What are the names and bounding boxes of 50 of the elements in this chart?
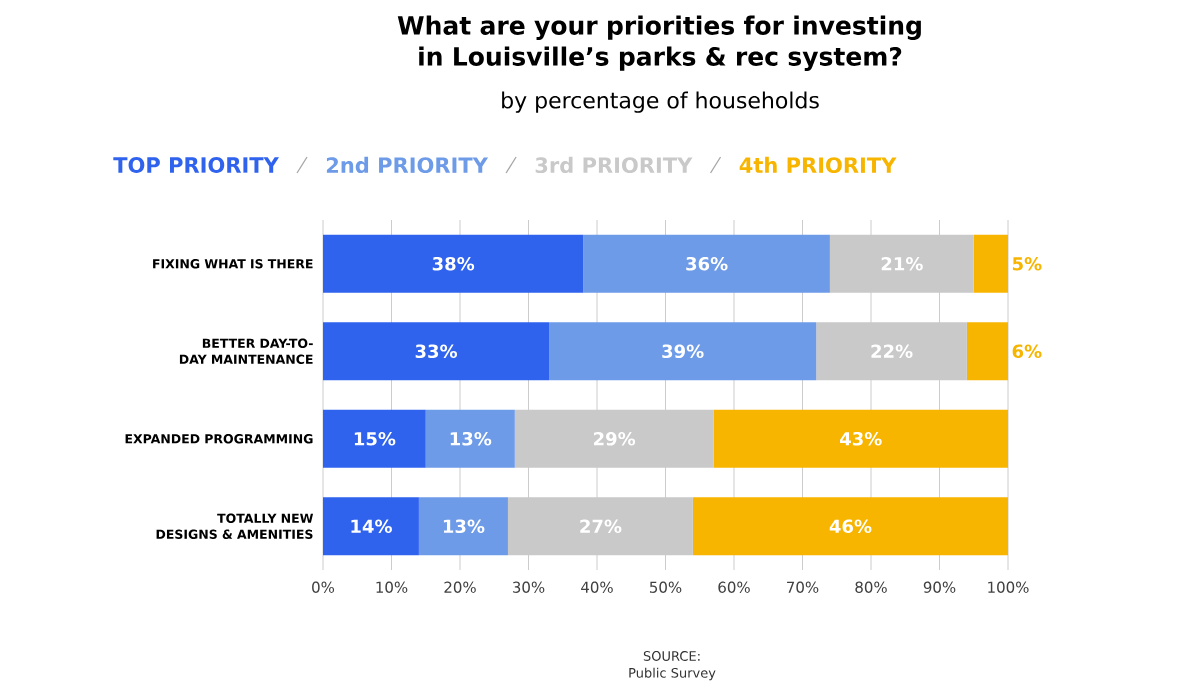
x-tick-label: 50% xyxy=(649,581,682,593)
source-note: SOURCE: xyxy=(643,651,700,661)
y-tick-label: EXPANDED PROGRAMMING xyxy=(125,434,313,444)
bar xyxy=(514,409,714,468)
data-label: 13% xyxy=(450,431,492,446)
text: 4th PRIORITY xyxy=(739,156,897,174)
x-tick-label: 80% xyxy=(855,581,887,593)
bar xyxy=(323,497,419,556)
data-label: 46% xyxy=(829,519,872,534)
x-tick-label: 90% xyxy=(923,581,956,593)
data-label: 38% xyxy=(432,256,475,271)
bar xyxy=(418,497,508,556)
chart-subtitle: by percentage of households xyxy=(502,91,819,113)
data-label: 13% xyxy=(443,519,485,534)
bar xyxy=(425,409,515,468)
data-label: 36% xyxy=(686,256,728,271)
data-label: 6% xyxy=(1012,344,1042,359)
x-tick-label: 10% xyxy=(376,581,408,593)
bar xyxy=(549,322,817,381)
data-label: 14% xyxy=(351,519,392,534)
x-tick-label: 70% xyxy=(787,581,819,593)
y-tick-label: BETTER DAY-TO-DAY MAINTENANCE xyxy=(179,338,313,364)
x-tick-label: 100% xyxy=(988,581,1029,593)
bar xyxy=(829,234,974,293)
data-label: 43% xyxy=(840,431,882,446)
bar xyxy=(713,409,1008,468)
bar xyxy=(323,234,584,293)
bar xyxy=(692,497,1008,556)
x-tick-label: 20% xyxy=(444,581,476,593)
text: 2nd PRIORITY xyxy=(326,156,489,174)
text: Public Survey xyxy=(629,667,716,681)
chart-title: What are your priorities for investing in Louisville’s parks & rec system? xyxy=(397,15,921,71)
data-label: 33% xyxy=(415,344,458,359)
bar xyxy=(323,409,426,468)
data-label: 5% xyxy=(1012,256,1042,271)
x-tick-label: 60% xyxy=(718,581,750,593)
data-label: 15% xyxy=(354,431,396,446)
bar xyxy=(583,234,830,293)
x-tick-label: 30% xyxy=(512,581,545,593)
y-tick-label: TOTALLY NEW DESIGNS & AMENITIES xyxy=(156,513,314,539)
bar xyxy=(507,497,693,556)
y-tick-label: FIXING WHAT IS THERE xyxy=(153,259,313,269)
bar xyxy=(816,322,967,381)
x-tick-label: 40% xyxy=(581,581,613,593)
x-tick-label: 0% xyxy=(312,581,335,593)
bar xyxy=(973,234,1008,293)
bar xyxy=(323,322,550,381)
bar xyxy=(966,322,1008,381)
data-label: 39% xyxy=(662,344,704,359)
text: TOP PRIORITY xyxy=(113,157,280,173)
